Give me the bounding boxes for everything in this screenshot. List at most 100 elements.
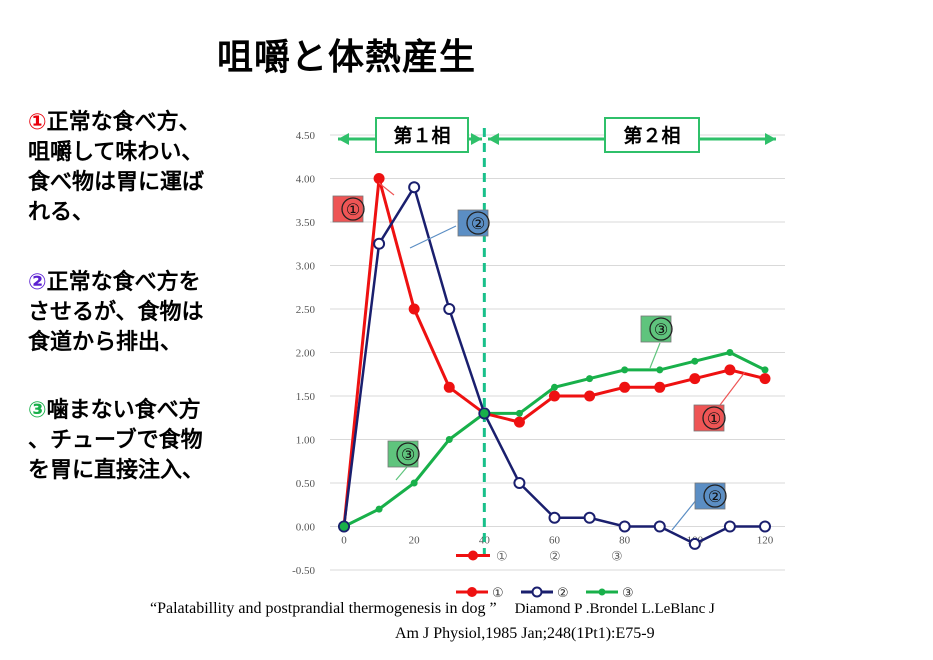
series-1-point [549,390,560,402]
inner-legend-label-3: ③ [611,550,623,565]
inner-legend-label-2: ② [549,550,561,565]
phase-2-arrow-right-head [765,133,776,145]
inner-legend-marker-1 [468,550,478,561]
series-3-point [586,375,594,383]
series-1-point [759,373,771,385]
x-tick-label: 0 [341,535,347,547]
series-3-point [656,366,664,374]
series-1-point [513,416,525,428]
callout-leader [649,342,661,369]
item-3-line-3: を胃に直接注入、 [28,458,205,483]
x-tick-label: 20 [409,535,421,547]
series-2-point [373,237,386,250]
phase-1-arrow-left-head [338,133,349,145]
item-2-line-3: 食道から排出、 [28,330,183,355]
y-tick-label: 2.50 [296,304,316,316]
item-1-marker: ① [28,110,47,135]
series-1-point [373,173,385,184]
citation-line-1: “Palatabillity and postprandial thermoge… [150,600,715,618]
x-tick-label: 120 [757,535,774,547]
phase-2-box [604,117,700,153]
description-item-1: ①正常な食べ方、 咀嚼して味わい、 食べ物は胃に運ば れる、 [28,108,268,228]
y-tick-label: 2.00 [296,348,316,360]
item-1-line-3: 食べ物は胃に運ば [28,170,205,195]
callout-circle [396,442,420,466]
series-3-point [375,505,383,513]
callout-box [457,209,489,237]
series-2-point [583,511,596,524]
callout-label: ③ [654,320,668,339]
item-3-line-2: 、チューブで食物 [28,428,203,453]
callout-leader [671,498,698,531]
y-tick-label: 0.00 [296,522,316,534]
series-2-point [548,511,561,524]
legend-label-3: ③ [622,586,634,600]
y-tick-label: 3.00 [296,261,316,273]
slide-title: 咀嚼と体熱産生 [217,37,477,78]
legend-marker-3 [598,588,606,596]
series-2-point [688,537,701,550]
series-3-point [726,349,734,356]
callout-circle [702,406,726,430]
series-3-point [445,436,453,443]
callout-box [640,315,672,343]
series-2-point [408,181,421,194]
y-tick-label: 4.00 [296,174,316,186]
phase-1-label: 第１相 [393,124,450,147]
description-item-3: ③噛まない食べ方 、チューブで食物 を胃に直接注入、 [28,396,268,486]
series-3-point [551,383,558,391]
callout-box [332,195,364,223]
citation-title: “Palatabillity and postprandial thermoge… [150,600,497,617]
junction-point [478,407,491,420]
callout-leader [395,466,408,481]
x-tick-label: 60 [549,535,561,547]
citation-authors: Diamond P .Brondel L.LeBlanc J [514,601,715,617]
inner-legend-label-1: ① [496,550,508,565]
series-1-point [443,381,455,393]
citation-line-2: Am J Physiol,1985 Jan;248(1Pt1):E75-9 [395,625,655,642]
series-3-point [410,479,418,487]
item-3-line-1: 噛まない食べ方 [46,398,201,423]
series-2-point [723,520,736,533]
series-3-point [621,366,629,374]
phase-1-arrow-right-head [471,133,482,145]
callout-leader [719,371,746,406]
callout-label: ② [708,487,722,506]
item-3-marker: ③ [28,398,47,423]
item-2-line-2: させるが、食物は [28,300,204,325]
legend-label-2: ② [557,586,569,600]
callout-circle [466,211,490,235]
item-1-line-2: 咀嚼して味わい、 [28,140,204,165]
legend-label-1: ① [492,586,504,600]
callout-circle [341,197,365,221]
x-tick-label: 80 [619,535,631,547]
callout-label: ③ [401,445,415,464]
y-tick-label: 1.50 [296,391,316,403]
y-tick-label: 4.50 [296,130,316,142]
callout-leader [378,182,395,196]
series-1-point [654,381,666,393]
series-3-point [761,366,769,374]
callout-box [694,482,726,510]
thermogenesis-line-chart: -0.50 0.00 0.50 1.00 1.50 2.00 2.50 3.00 3.50 4.0… [292,117,785,600]
series-2-point [443,303,456,315]
legend-marker-2 [531,586,543,598]
series-1-point [724,364,736,376]
series-3-point [515,409,523,417]
y-tick-label: 3.50 [296,217,316,229]
series-2-point [653,520,666,533]
series-1-point [408,303,420,315]
callout-box [387,440,419,468]
description-item-2: ②正常な食べ方を させるが、食物は 食道から排出、 [28,268,268,358]
phase-1-box [375,117,469,153]
series-2-point [759,520,771,533]
item-1-line-1: 正常な食べ方、 [46,110,201,135]
phase-2-label: 第２相 [623,124,680,147]
callout-circle [649,317,673,341]
legend-marker-1 [467,587,477,597]
series-1-point [689,373,701,385]
callout-circle [703,484,727,508]
item-2-line-1: 正常な食べ方を [46,270,201,295]
callout-label: ② [471,214,485,233]
phase-2-arrow-left-head [488,133,499,145]
